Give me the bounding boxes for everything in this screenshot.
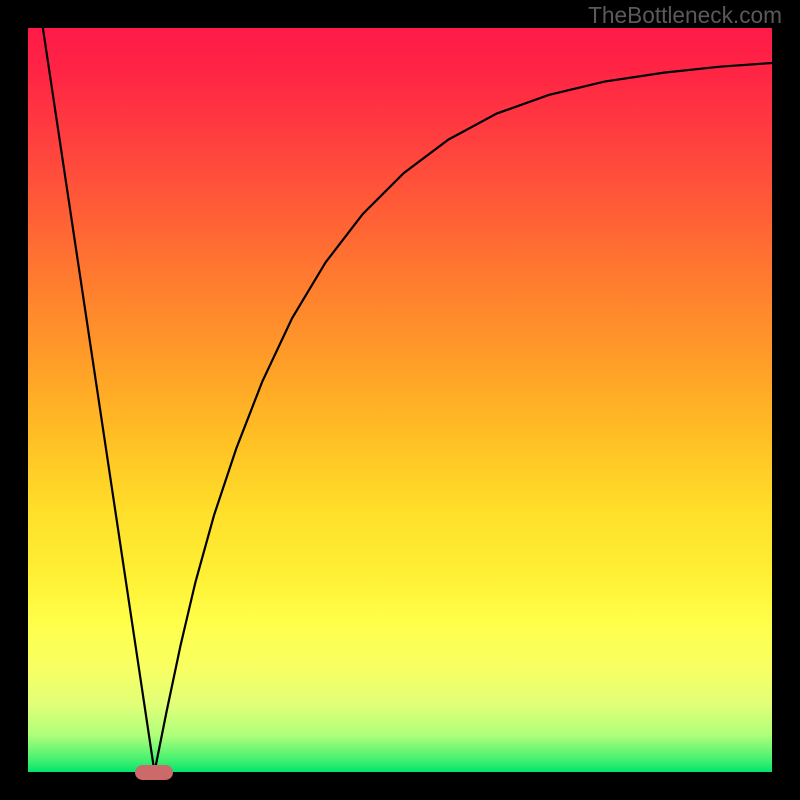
plot-area: [28, 28, 772, 772]
curve-overlay: [28, 28, 772, 772]
bottleneck-curve: [43, 28, 772, 772]
chart-frame: TheBottleneck.com: [0, 0, 800, 800]
watermark-text: TheBottleneck.com: [588, 2, 782, 29]
minimum-marker: [135, 765, 173, 780]
